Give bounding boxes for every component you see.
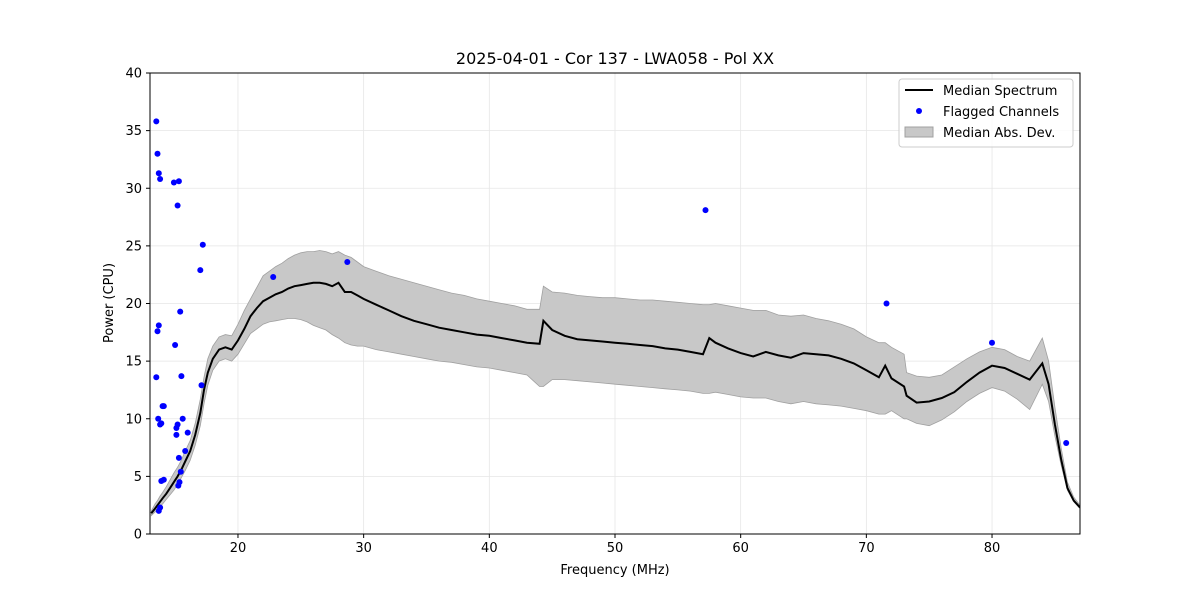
flagged-channel-point [154,150,161,157]
flagged-channel-point [158,420,165,427]
flagged-channel-point [182,448,189,454]
flagged-channel-point [177,468,184,475]
flagged-channel-point [157,176,164,182]
flagged-channel-point [174,202,181,209]
flagged-channel-point [184,429,191,436]
median-spectrum-series [150,281,1080,514]
y-tick-label: 20 [125,297,142,312]
flagged-channel-point [197,267,204,274]
legend-flagged-swatch [916,108,922,114]
flagged-channel-point [883,300,890,307]
legend-label-flagged: Flagged Channels [943,105,1059,120]
flagged-channel-point [173,431,180,438]
flagged-channel-point [179,415,186,422]
flagged-channel-point [174,421,181,428]
flagged-channel-point [199,241,206,248]
x-axis-ticks: 20 30 40 50 60 70 80 [230,534,1001,556]
mad-fill-area [150,250,1080,517]
flagged-channel-point [198,382,205,389]
flagged-channel-point [170,179,177,186]
flagged-channel-point [160,403,167,410]
y-tick-label: 25 [125,239,142,254]
flagged-channel-point [154,328,161,335]
flagged-channel-point [158,478,165,484]
y-tick-label: 5 [134,470,142,485]
x-tick-label: 80 [984,541,1001,556]
legend-label-mad: Median Abs. Dev. [943,126,1055,141]
flagged-channel-point [153,374,160,381]
x-tick-label: 20 [230,541,247,556]
flagged-channel-point [155,322,162,329]
flagged-channel-point [176,479,183,486]
flagged-channel-point [1063,440,1070,446]
median-abs-dev-band [150,250,1080,517]
flagged-channel-point [172,342,179,348]
flagged-channel-point [175,454,182,461]
y-axis-ticks: 0 5 10 15 20 25 30 35 40 [125,67,150,543]
flagged-channel-point [153,118,160,125]
x-tick-label: 50 [607,541,624,556]
y-tick-label: 0 [134,528,142,543]
y-tick-label: 30 [125,182,142,197]
x-tick-label: 60 [732,541,749,556]
flagged-channel-point [702,207,709,214]
legend-label-median: Median Spectrum [943,84,1057,99]
legend-box [898,78,1074,148]
flagged-channel-point [989,339,995,346]
flagged-channel-point [344,259,351,265]
median-spectrum-line [150,281,1080,514]
chart-title: 2025-04-01 - Cor 137 - LWA058 - Pol XX [456,49,774,68]
y-tick-label: 40 [125,67,142,82]
y-tick-label: 10 [125,412,142,427]
legend: Median Spectrum Flagged Channels Median … [898,78,1074,148]
legend-mad-swatch [904,126,934,138]
flagged-channel-point [178,373,185,380]
y-axis-label: Power (CPU) [102,263,117,343]
flagged-channel-point [270,274,277,280]
flagged-channels-series [153,118,1070,514]
x-axis-label: Frequency (MHz) [560,563,669,578]
x-tick-label: 40 [481,541,498,556]
x-tick-label: 70 [858,541,875,556]
flagged-channel-point [155,415,162,422]
x-tick-label: 30 [355,541,372,556]
flagged-channel-point [175,178,182,185]
y-tick-label: 35 [125,124,142,139]
flagged-channel-point [155,170,162,177]
flagged-channel-point [177,308,184,315]
flagged-channel-point [157,504,164,511]
y-tick-label: 15 [125,355,142,370]
